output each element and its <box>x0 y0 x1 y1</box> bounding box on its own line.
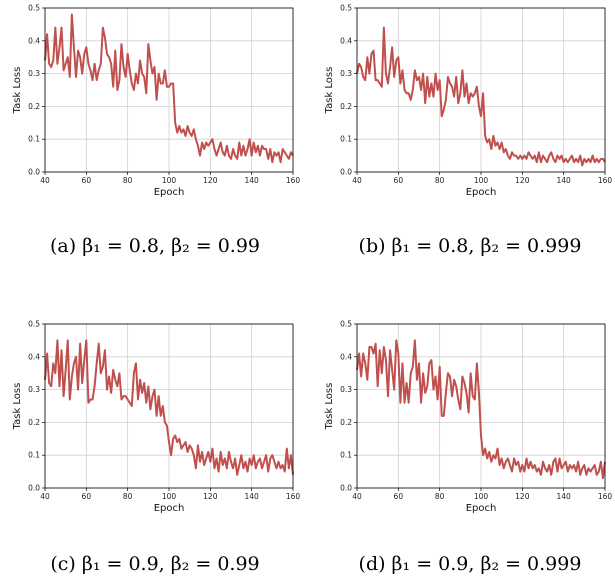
loss-series-line <box>356 26 606 167</box>
x-axis-label: Epoch <box>466 503 497 514</box>
y-tick-label: 0.3 <box>28 385 40 394</box>
x-axis-label: Epoch <box>466 187 497 198</box>
x-tick-label: 40 <box>352 176 362 185</box>
x-tick-label: 100 <box>162 176 177 185</box>
y-tick-label: 0.1 <box>340 135 352 144</box>
y-tick-label: 0.4 <box>340 36 352 45</box>
x-tick-label: 120 <box>203 176 218 185</box>
loss-series-line <box>44 339 294 476</box>
x-tick-label: 80 <box>123 176 133 185</box>
y-tick-label: 0.4 <box>28 36 40 45</box>
y-tick-label: 0.5 <box>28 4 40 13</box>
y-axis-label: Task Loss <box>12 383 23 431</box>
y-tick-label: 0.3 <box>340 385 352 394</box>
x-tick-label: 120 <box>203 492 218 501</box>
y-tick-label: 0.2 <box>340 102 352 111</box>
caption-b: (b) β₁ = 0.8, β₂ = 0.999 <box>358 235 582 257</box>
x-tick-label: 160 <box>286 492 300 501</box>
x-tick-label: 160 <box>286 176 300 185</box>
x-tick-label: 40 <box>352 492 362 501</box>
x-tick-label: 100 <box>162 492 177 501</box>
y-tick-label: 0.0 <box>340 484 352 493</box>
x-tick-label: 120 <box>515 176 530 185</box>
y-tick-label: 0.3 <box>28 69 40 78</box>
panel-c: 40 60 80 100 120 140 160 0.0 0.1 0.2 0.3 0.4 0.5 Epoc… <box>0 316 300 516</box>
x-tick-label: 80 <box>123 492 133 501</box>
y-axis-label: Task Loss <box>324 383 335 431</box>
y-tick-label: 0.5 <box>28 320 40 329</box>
panel-d: 40 60 80 100 120 140 160 0.0 0.1 0.2 0.3 0.4 0.5 Epoc… <box>312 316 612 516</box>
y-tick-label: 0.1 <box>340 451 352 460</box>
x-tick-label: 140 <box>245 176 260 185</box>
y-tick-label: 0.2 <box>28 418 40 427</box>
x-tick-label: 100 <box>474 176 489 185</box>
chart-c: 40 60 80 100 120 140 160 0.0 0.1 0.2 0.3 0.4 0.5 Epoc… <box>12 320 300 515</box>
y-tick-label: 0.0 <box>28 484 40 493</box>
caption-d: (d) β₁ = 0.9, β₂ = 0.999 <box>358 553 582 575</box>
y-tick-label: 0.4 <box>340 352 352 361</box>
panel-b: 40 60 80 100 120 140 160 0.0 0.1 0.2 0.3 0.4 0.5 Epoc… <box>312 0 612 200</box>
x-tick-label: 100 <box>474 492 489 501</box>
y-tick-label: 0.0 <box>28 168 40 177</box>
x-tick-label: 60 <box>82 492 92 501</box>
chart-b: 40 60 80 100 120 140 160 0.0 0.1 0.2 0.3 0.4 0.5 Epoc… <box>324 4 612 199</box>
chart-a: 40 60 80 100 120 140 160 0.0 0.1 0.2 0.3 0.4 0.5 Epoc… <box>12 4 300 199</box>
y-tick-label: 0.0 <box>340 168 352 177</box>
x-tick-label: 140 <box>557 492 572 501</box>
x-tick-label: 160 <box>598 176 612 185</box>
loss-series-line <box>44 13 294 164</box>
x-tick-label: 60 <box>394 492 404 501</box>
panel-a: 40 60 80 100 120 140 160 0.0 0.1 0.2 0.3 0.4 0.5 Epoc… <box>0 0 300 200</box>
x-tick-label: 160 <box>598 492 612 501</box>
x-tick-label: 80 <box>435 176 445 185</box>
y-tick-label: 0.2 <box>340 418 352 427</box>
chart-d: 40 60 80 100 120 140 160 0.0 0.1 0.2 0.3 0.4 0.5 Epoc… <box>324 320 612 515</box>
x-tick-label: 140 <box>245 492 260 501</box>
x-axis-label: Epoch <box>154 187 185 198</box>
loss-series-line <box>356 339 606 480</box>
y-tick-label: 0.2 <box>28 102 40 111</box>
x-tick-label: 120 <box>515 492 530 501</box>
x-tick-label: 80 <box>435 492 445 501</box>
y-tick-label: 0.5 <box>340 320 352 329</box>
y-tick-label: 0.5 <box>340 4 352 13</box>
x-tick-label: 60 <box>82 176 92 185</box>
y-tick-label: 0.1 <box>28 135 40 144</box>
y-tick-label: 0.1 <box>28 451 40 460</box>
caption-a: (a) β₁ = 0.8, β₂ = 0.99 <box>50 235 260 257</box>
y-axis-label: Task Loss <box>324 67 335 115</box>
y-tick-label: 0.4 <box>28 352 40 361</box>
x-tick-label: 40 <box>40 176 50 185</box>
caption-c: (c) β₁ = 0.9, β₂ = 0.99 <box>50 553 260 575</box>
y-axis-label: Task Loss <box>12 67 23 115</box>
y-tick-label: 0.3 <box>340 69 352 78</box>
x-tick-label: 40 <box>40 492 50 501</box>
x-tick-label: 140 <box>557 176 572 185</box>
x-axis-label: Epoch <box>154 503 185 514</box>
x-tick-label: 60 <box>394 176 404 185</box>
